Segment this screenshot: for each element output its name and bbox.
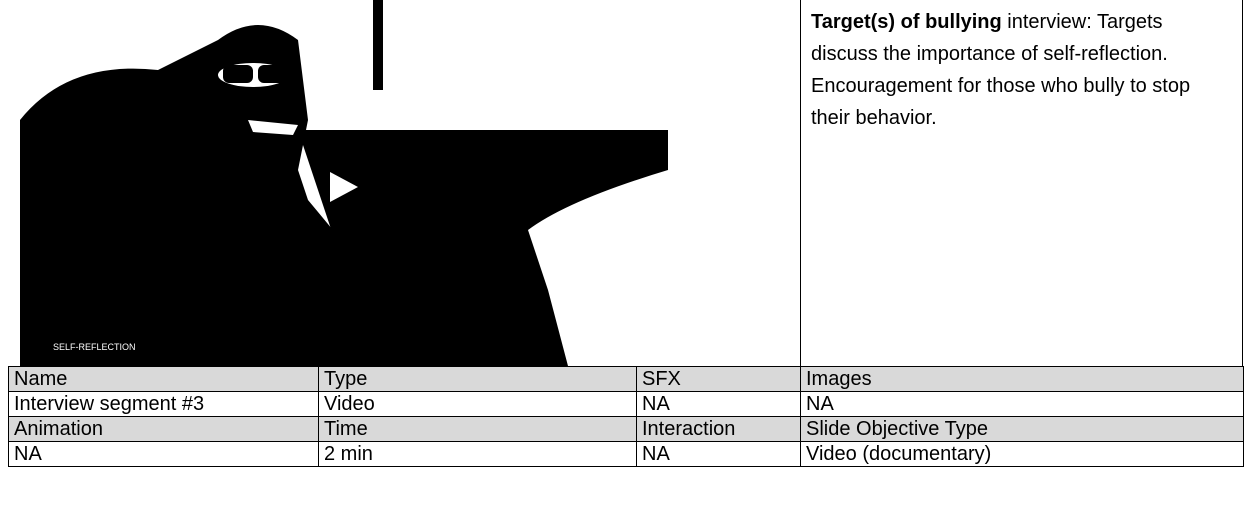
table-cell: Name: [9, 367, 319, 392]
table-cell: Interaction: [637, 417, 801, 442]
table-cell: Images: [801, 367, 1244, 392]
table-cell: NA: [801, 392, 1244, 417]
page: SELF-REFLECTION Target(s) of bullying in…: [0, 0, 1251, 514]
video-thumbnail[interactable]: SELF-REFLECTION: [8, 0, 800, 366]
table-cell: Type: [319, 367, 637, 392]
table-cell: Animation: [9, 417, 319, 442]
table-cell: 2 min: [319, 442, 637, 467]
description-bold: Target(s) of bullying: [811, 11, 1002, 33]
table-cell: Interview segment #3: [9, 392, 319, 417]
table-cell: Video (documentary): [801, 442, 1244, 467]
table-cell: Time: [319, 417, 637, 442]
table-cell: NA: [9, 442, 319, 467]
table-cell: Video: [319, 392, 637, 417]
table-cell: SFX: [637, 367, 801, 392]
table-cell: NA: [637, 392, 801, 417]
video-caption: SELF-REFLECTION: [53, 342, 136, 352]
table-cell: NA: [637, 442, 801, 467]
table-cell: Slide Objective Type: [801, 417, 1244, 442]
description: Target(s) of bullying interview: Targets…: [800, 0, 1243, 366]
